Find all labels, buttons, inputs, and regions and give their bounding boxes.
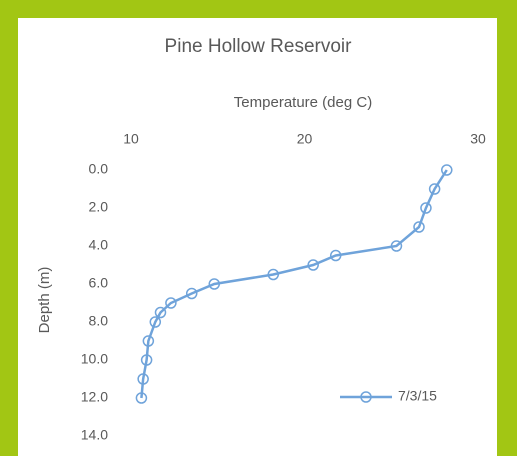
y-axis-title: Depth (m) <box>36 267 53 334</box>
x-tick-label: 10 <box>123 131 139 147</box>
y-tick-label: 4.0 <box>89 237 109 253</box>
data-point <box>428 183 441 195</box>
legend-label: 7/3/15 <box>398 388 437 404</box>
x-tick-label: 20 <box>297 131 313 147</box>
data-point <box>307 259 319 271</box>
y-tick-label: 14.0 <box>81 427 108 443</box>
plot-background <box>18 18 497 456</box>
data-point <box>390 240 403 252</box>
x-axis-title: Temperature (deg C) <box>234 94 372 111</box>
y-tick-label: 8.0 <box>89 313 109 329</box>
data-point <box>149 316 162 328</box>
data-point <box>185 287 198 300</box>
data-point <box>140 354 153 366</box>
chart-title: Pine Hollow Reservoir <box>165 36 353 57</box>
data-point <box>208 278 221 290</box>
data-point <box>441 164 453 176</box>
data-line <box>140 169 448 399</box>
data-point <box>413 221 425 233</box>
data-point <box>142 335 155 347</box>
data-point <box>137 373 149 385</box>
data-point <box>165 297 177 309</box>
data-point <box>329 249 342 262</box>
data-point <box>420 202 432 214</box>
data-point <box>267 268 280 281</box>
y-tick-label: 6.0 <box>89 275 109 291</box>
y-tick-label: 2.0 <box>89 199 109 215</box>
x-tick-label: 30 <box>470 131 486 147</box>
y-tick-label: 0.0 <box>89 161 109 177</box>
y-tick-label: 10.0 <box>81 351 108 367</box>
y-tick-label: 12.0 <box>81 389 108 405</box>
legend-marker <box>360 391 372 403</box>
data-point <box>135 392 148 404</box>
data-point <box>154 306 167 319</box>
